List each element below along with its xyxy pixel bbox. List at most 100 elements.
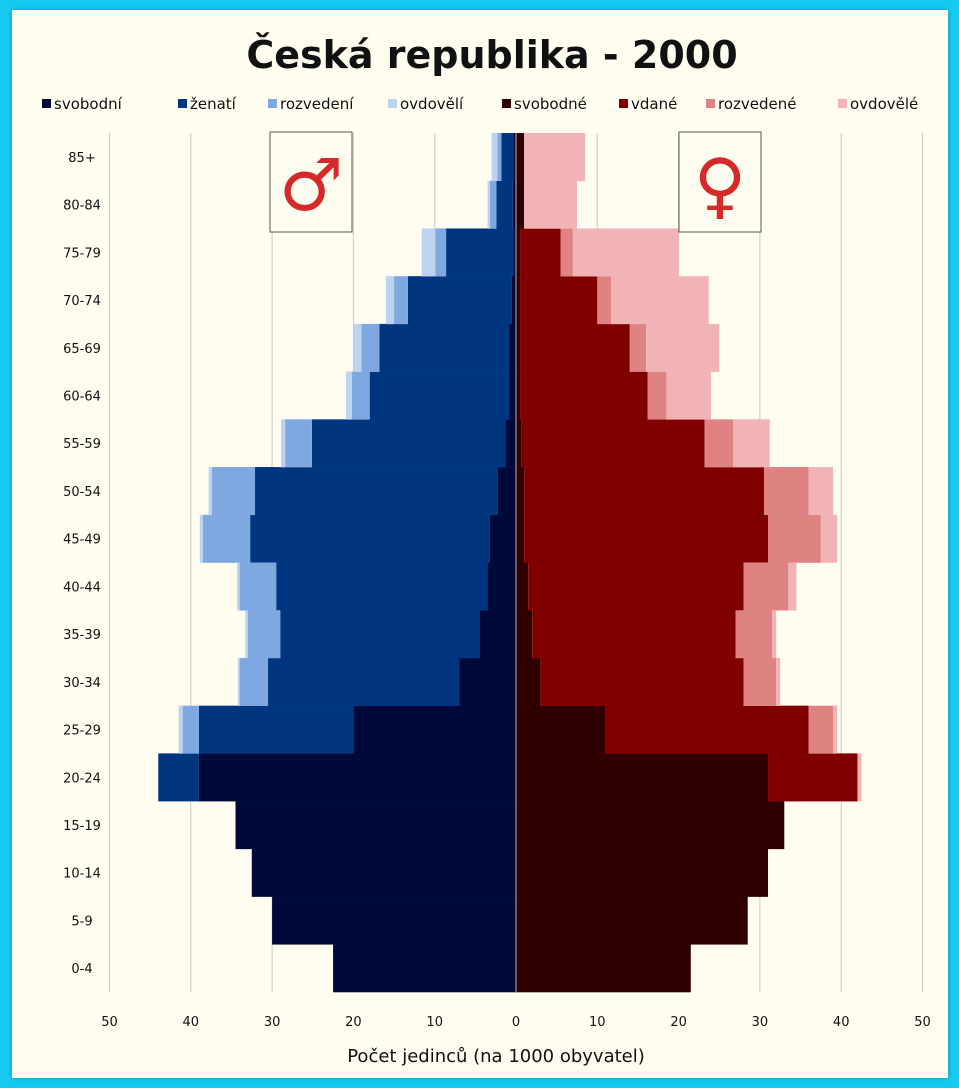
bar-svobodné-20-24 [516, 753, 769, 802]
bar-ovdovělí-70-74 [385, 276, 395, 325]
bar-vdané-70-74 [520, 276, 598, 325]
legend-swatch [268, 99, 277, 108]
bar-svobodní-5-9 [272, 896, 516, 945]
bar-rozvedené-65-69 [629, 323, 647, 372]
bar-ovdovělí-35-39 [245, 610, 248, 659]
chart-frame: Česká republika - 2000 svobodní ženatí roz… [12, 10, 948, 1078]
bar-ovdovělé-20-24 [857, 753, 862, 802]
x-tick-label: 40 [833, 1015, 850, 1030]
legend-label: vdané [631, 95, 677, 113]
y-tick-label: 50-54 [63, 485, 101, 500]
bar-rozvedené-25-29 [808, 705, 834, 754]
bar-vdané-60-64 [520, 371, 648, 420]
bar-ženatí-65-69 [379, 323, 510, 372]
y-tick-label: 35-39 [63, 628, 101, 643]
bar-svobodní-40-44 [487, 562, 516, 611]
bar-ženatí-80-84 [496, 180, 513, 229]
bar-svobodní-10-14 [251, 848, 516, 897]
bar-ovdovělí-60-64 [346, 371, 352, 420]
bar-vdané-25-29 [605, 705, 809, 754]
bar-rozvedení-70-74 [394, 276, 408, 325]
bar-svobodné-5-9 [516, 896, 748, 945]
legend-label: ovdovělé [850, 95, 918, 113]
bars [158, 133, 862, 993]
bar-svobodní-85+ [513, 133, 516, 182]
bar-ovdovělé-85+ [524, 133, 586, 182]
bar-ovdovělé-30-34 [776, 657, 781, 706]
bar-svobodné-10-14 [516, 848, 769, 897]
bar-ovdovělé-50-54 [808, 467, 834, 516]
bar-rozvedení-75-79 [435, 228, 447, 277]
bar-rozvedení-50-54 [211, 467, 256, 516]
bar-vdané-55-59 [521, 419, 705, 468]
bar-ženatí-60-64 [369, 371, 510, 420]
bar-svobodné-40-44 [516, 562, 529, 611]
y-tick-label: 80-84 [63, 199, 101, 214]
bar-ovdovělé-45-49 [820, 514, 838, 563]
bar-ovdovělé-70-74 [611, 276, 709, 325]
bar-vdané-45-49 [524, 514, 769, 563]
bar-ovdovělí-30-34 [237, 657, 240, 706]
bar-svobodné-0-4 [516, 944, 691, 993]
legend-label: rozvedené [718, 95, 796, 113]
bar-ovdovělí-85+ [491, 133, 498, 182]
bar-rozvedené-70-74 [597, 276, 612, 325]
bar-ženatí-85+ [501, 133, 514, 182]
bar-ovdovělí-75-79 [421, 228, 436, 277]
bar-ovdovělé-65-69 [646, 323, 720, 372]
y-tick-label: 45-49 [63, 533, 101, 548]
bar-ovdovělé-80-84 [524, 180, 577, 229]
legend-swatch [388, 99, 397, 108]
bar-ovdovělí-25-29 [178, 705, 183, 754]
bar-rozvedení-60-64 [351, 371, 370, 420]
bar-svobodné-80-84 [516, 180, 525, 229]
bar-svobodné-15-19 [516, 801, 785, 850]
legend-label: ženatí [190, 95, 237, 113]
male-symbol-box: ♂ [269, 131, 353, 233]
bar-ovdovělé-75-79 [572, 228, 679, 277]
bar-ženatí-70-74 [407, 276, 512, 325]
bar-svobodní-75-79 [513, 228, 516, 277]
x-tick-label: 30 [264, 1015, 281, 1030]
x-tick-label: 30 [752, 1015, 769, 1030]
legend-swatch [42, 99, 51, 108]
bar-ovdovělí-80-84 [487, 180, 490, 229]
bar-vdané-30-34 [540, 657, 744, 706]
y-axis-ticks: 0-4 5-9 10-14 15-19 20-24 25-29 30-34 35-39 40-4… [63, 151, 101, 977]
y-tick-label: 15-19 [63, 819, 101, 834]
y-tick-label: 5-9 [71, 914, 92, 929]
bar-svobodné-55-59 [516, 419, 522, 468]
y-tick-label: 55-59 [63, 437, 101, 452]
bar-svobodní-60-64 [509, 371, 516, 420]
bar-svobodní-0-4 [333, 944, 516, 993]
legend-label: rozvedení [280, 95, 354, 113]
female-symbol-icon: ♀ [694, 143, 747, 227]
bar-ovdovělí-55-59 [281, 419, 286, 468]
legend-swatch [502, 99, 511, 108]
legend-label: svobodné [514, 95, 587, 113]
bar-ženatí-55-59 [311, 419, 506, 468]
x-tick-label: 40 [183, 1015, 200, 1030]
male-symbol-icon: ♂ [279, 143, 344, 227]
bar-svobodné-35-39 [516, 610, 533, 659]
bar-ovdovělé-55-59 [733, 419, 770, 468]
bar-svobodní-80-84 [512, 180, 516, 229]
bar-ženatí-30-34 [268, 657, 460, 706]
bar-rozvedené-75-79 [560, 228, 573, 277]
bar-vdané-40-44 [528, 562, 744, 611]
bar-rozvedené-50-54 [763, 467, 809, 516]
bar-svobodní-25-29 [353, 705, 516, 754]
bar-svobodní-55-59 [505, 419, 516, 468]
x-tick-label: 20 [670, 1015, 687, 1030]
y-tick-label: 25-29 [63, 724, 101, 739]
bar-rozvedení-45-49 [202, 514, 251, 563]
bar-vdané-20-24 [768, 753, 858, 802]
x-tick-label: 50 [914, 1015, 931, 1030]
bar-ovdovělé-40-44 [788, 562, 797, 611]
y-tick-label: 40-44 [63, 580, 101, 595]
legend-swatch [838, 99, 847, 108]
bar-svobodné-60-64 [516, 371, 521, 420]
y-tick-label: 85+ [68, 151, 95, 166]
female-symbol-box: ♀ [678, 131, 762, 233]
bar-rozvedení-35-39 [247, 610, 281, 659]
